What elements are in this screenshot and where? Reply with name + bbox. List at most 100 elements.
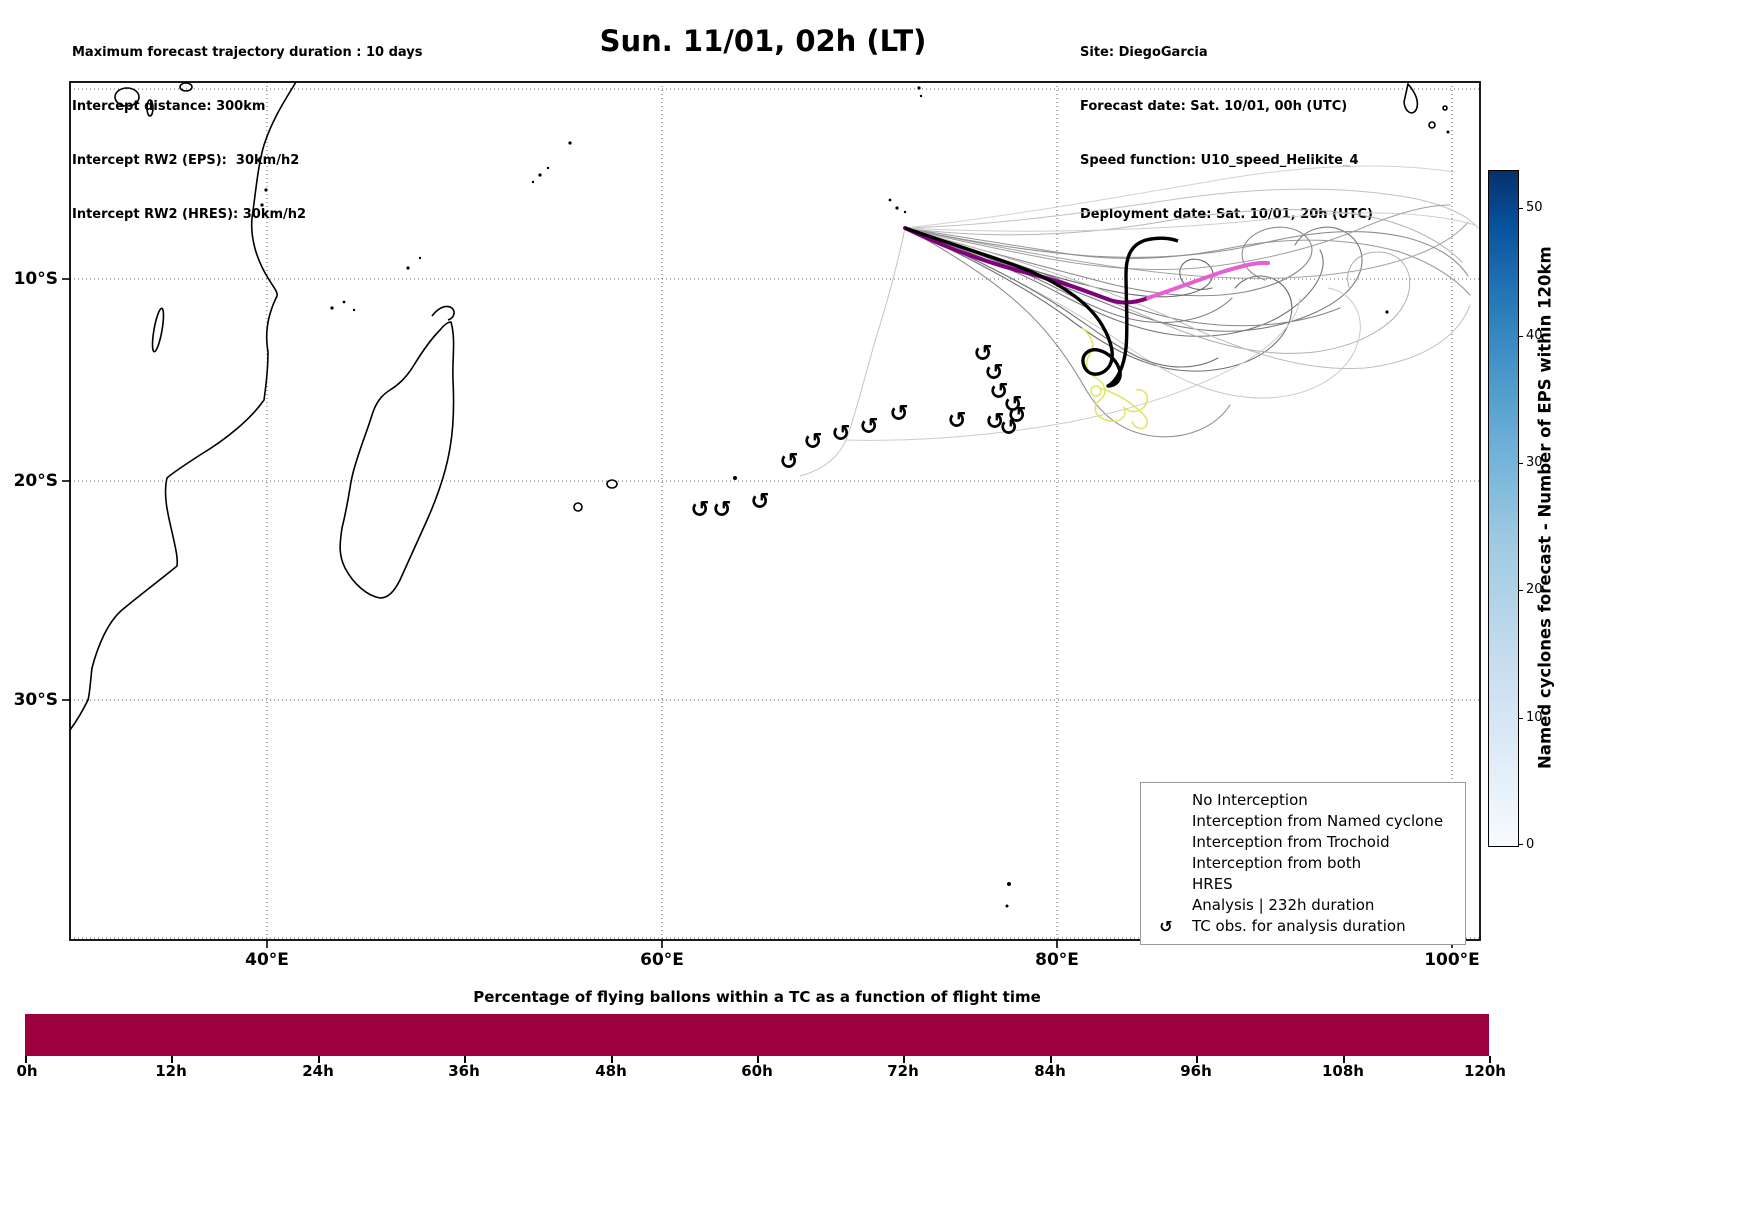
tc-obs-icon: ↺ bbox=[999, 415, 1018, 441]
bottom-axis-tick bbox=[903, 1056, 905, 1063]
lake-shape bbox=[146, 99, 154, 117]
legend-label: No Interception bbox=[1192, 791, 1308, 809]
forecast-info-block: Site: DiegoGarcia Forecast date: Sat. 10… bbox=[1080, 8, 1373, 260]
tc-obs-icon: ↺ bbox=[1007, 403, 1026, 429]
legend-item-both: Interception from both bbox=[1149, 853, 1455, 874]
bottom-axis-tick bbox=[611, 1056, 613, 1063]
colorbar-tick bbox=[1518, 590, 1523, 591]
lake-malawi bbox=[151, 307, 165, 353]
legend-label: HRES bbox=[1192, 875, 1233, 893]
legend-label: Interception from both bbox=[1192, 854, 1362, 872]
colorbar-tick-label: 30 bbox=[1526, 455, 1543, 470]
colorbar-axis-label: Named cyclones forecast - Number of EPS … bbox=[1535, 246, 1555, 769]
bottom-tick-label: 36h bbox=[448, 1062, 480, 1080]
param-line: Maximum forecast trajectory duration : 1… bbox=[72, 45, 423, 60]
tc-obs-icon: ↺ bbox=[1003, 392, 1022, 418]
colorbar-tick bbox=[1518, 463, 1523, 464]
tc-obs-icon: ↺ bbox=[690, 497, 709, 523]
y-tick-label: 30°S bbox=[13, 690, 58, 710]
info-line: Speed function: U10_speed_Helikite_4 bbox=[1080, 153, 1359, 168]
colorbar-tick bbox=[1518, 208, 1523, 209]
bottom-tick-label: 108h bbox=[1322, 1062, 1364, 1080]
tc-obs-symbols: ↺ ↺ ↺ ↺ ↺ ↺ ↺ ↺ ↺ ↺ ↺ ↺ ↺ ↺ ↺ ↺ bbox=[690, 341, 1026, 523]
legend-item-named-cyclone: Interception from Named cyclone bbox=[1149, 811, 1455, 832]
tc-obs-icon: ↺ bbox=[779, 449, 798, 475]
y-tick-label: 20°S bbox=[13, 471, 58, 491]
graticule-grid bbox=[70, 82, 1480, 940]
tc-obs-icon: ↺ bbox=[984, 360, 1003, 386]
balloon-tc-percentage-bar bbox=[25, 1014, 1489, 1056]
colorbar-tick-label: 10 bbox=[1526, 710, 1543, 725]
colorbar-tick bbox=[1518, 336, 1523, 337]
bottom-axis-tick bbox=[171, 1056, 173, 1063]
coastlines bbox=[69, 81, 1448, 731]
map-parameters-block: Maximum forecast trajectory duration : 1… bbox=[72, 8, 423, 260]
colorbar-tick-label: 40 bbox=[1526, 328, 1543, 343]
legend-item-tc-obs: ↺ TC obs. for analysis duration bbox=[1149, 916, 1455, 937]
eps-trajectories-no-interception bbox=[799, 165, 1479, 477]
tc-obs-icon: ↺ bbox=[973, 341, 992, 367]
bottom-axis-tick bbox=[318, 1056, 320, 1063]
colorbar-tick bbox=[1518, 844, 1523, 845]
legend-item-trochoid: Interception from Trochoid bbox=[1149, 832, 1455, 853]
hres-track-extension bbox=[1146, 260, 1270, 300]
madagascar-coastline bbox=[339, 321, 455, 599]
tc-obs-icon: ↺ bbox=[1159, 917, 1173, 936]
map-frame bbox=[69, 81, 1481, 941]
lake-shape bbox=[179, 82, 193, 92]
small-island bbox=[1428, 121, 1436, 129]
x-tick-label: 100°E bbox=[1424, 950, 1480, 970]
tc-obs-icon: ↺ bbox=[889, 401, 908, 427]
map-legend: No Interception Interception from Named … bbox=[1140, 782, 1466, 945]
bottom-tick-label: 12h bbox=[155, 1062, 187, 1080]
bottom-axis-tick bbox=[1343, 1056, 1345, 1063]
legend-item-hres: HRES bbox=[1149, 874, 1455, 895]
tc-obs-icon: ↺ bbox=[985, 409, 1004, 435]
mauritius-island bbox=[606, 479, 618, 489]
bottom-chart-title: Percentage of flying ballons within a TC… bbox=[473, 988, 1041, 1006]
param-line: Intercept RW2 (EPS): 30km/h2 bbox=[72, 153, 300, 168]
bottom-tick-label: 60h bbox=[741, 1062, 773, 1080]
colorbar-tick-label: 50 bbox=[1526, 200, 1543, 215]
africa-coastline bbox=[69, 81, 297, 731]
info-line: Forecast date: Sat. 10/01, 00h (UTC) bbox=[1080, 99, 1348, 114]
bottom-axis-tick bbox=[1050, 1056, 1052, 1063]
tc-obs-icon: ↺ bbox=[750, 489, 769, 515]
tc-obs-icon: ↺ bbox=[831, 421, 850, 447]
colorbar bbox=[1488, 170, 1519, 847]
reunion-island bbox=[573, 502, 583, 512]
tc-obs-icon: ↺ bbox=[859, 414, 878, 440]
page-title: Sun. 11/01, 02h (LT) bbox=[599, 24, 927, 58]
bottom-tick-label: 120h bbox=[1464, 1062, 1506, 1080]
legend-item-analysis: Analysis | 232h duration bbox=[1149, 895, 1455, 916]
tc-obs-icon: ↺ bbox=[712, 497, 731, 523]
north-madagascar-detail bbox=[431, 305, 455, 321]
bottom-axis-tick bbox=[757, 1056, 759, 1063]
x-tick-label: 80°E bbox=[1035, 950, 1079, 970]
analysis-track bbox=[904, 226, 1179, 388]
island-dots bbox=[260, 86, 1450, 908]
x-tick-label: 60°E bbox=[640, 950, 684, 970]
tc-obs-icon: ↺ bbox=[947, 408, 966, 434]
hres-track bbox=[903, 226, 1150, 305]
bottom-tick-label: 0h bbox=[16, 1062, 38, 1080]
legend-label: Interception from Named cyclone bbox=[1192, 812, 1444, 830]
colorbar-tick-label: 0 bbox=[1526, 837, 1535, 852]
bottom-axis-tick bbox=[1196, 1056, 1198, 1063]
lake-victoria bbox=[114, 87, 140, 107]
trochoid-track bbox=[1081, 327, 1149, 430]
bottom-axis-tick bbox=[25, 1056, 27, 1063]
colorbar-tick-label: 20 bbox=[1526, 582, 1543, 597]
param-line: Intercept distance: 300km bbox=[72, 99, 266, 114]
x-tick-label: 40°E bbox=[245, 950, 289, 970]
legend-label: TC obs. for analysis duration bbox=[1192, 917, 1406, 935]
bottom-tick-label: 48h bbox=[595, 1062, 627, 1080]
info-line: Site: DiegoGarcia bbox=[1080, 45, 1208, 60]
bottom-tick-label: 84h bbox=[1034, 1062, 1066, 1080]
bottom-tick-label: 96h bbox=[1180, 1062, 1212, 1080]
colorbar-tick bbox=[1518, 718, 1523, 719]
legend-item-no-interception: No Interception bbox=[1149, 790, 1455, 811]
bottom-axis-tick bbox=[1489, 1056, 1491, 1063]
